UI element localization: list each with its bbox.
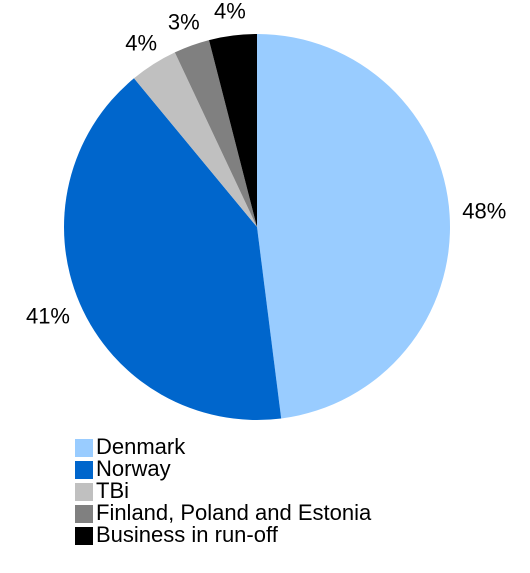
pie-slice (174, 40, 257, 228)
legend-label: Norway (96, 456, 171, 481)
legend-label: TBi (96, 478, 129, 503)
data-label: 4% (125, 30, 157, 55)
data-label: 41% (26, 303, 70, 328)
legend-swatch (75, 483, 93, 501)
legend-swatch (75, 461, 93, 479)
pie-slice (63, 78, 282, 421)
legend-label: Denmark (96, 434, 186, 459)
legend-swatch (75, 527, 93, 545)
pie-slice (209, 34, 257, 227)
pie-slice (133, 52, 257, 227)
legend-swatch (75, 439, 93, 457)
data-label: 48% (462, 199, 506, 224)
legend-label: Business in run-off (96, 522, 279, 547)
data-label: 3% (168, 9, 200, 34)
data-label: 4% (214, 0, 246, 23)
pie-slice (257, 34, 451, 419)
legend-swatch (75, 505, 93, 523)
legend-label: Finland, Poland and Estonia (96, 500, 372, 525)
